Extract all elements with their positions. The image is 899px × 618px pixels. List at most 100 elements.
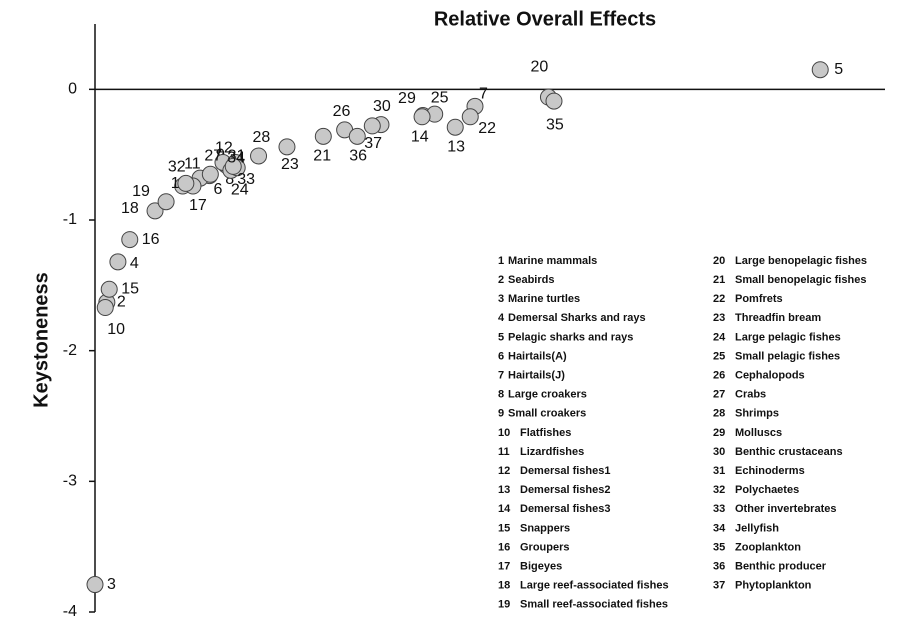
legend-name: Hairtails(A) <box>508 350 567 362</box>
legend-id: 6 <box>498 350 504 362</box>
point <box>348 127 366 145</box>
point <box>224 157 242 175</box>
point-label: 21 <box>313 148 331 165</box>
legend-id: 19 <box>498 599 510 611</box>
point-label: 8 <box>225 171 234 188</box>
legend-name: Small benopelagic fishes <box>735 274 866 286</box>
y-tick-label: -4 <box>63 603 77 618</box>
point-label: 3 <box>107 576 116 593</box>
legend-id: 33 <box>713 503 725 515</box>
point-label: 16 <box>142 231 160 248</box>
legend-id: 8 <box>498 389 504 401</box>
point-label: 28 <box>253 129 271 146</box>
point-label: 24 <box>231 182 249 199</box>
legend-name: Hairtails(J) <box>508 370 565 382</box>
legend-name: Bigeyes <box>520 561 562 573</box>
legend-id: 22 <box>713 293 725 305</box>
point-label: 34 <box>227 150 245 167</box>
legend-name: Small croakers <box>508 408 586 420</box>
point-label: 1 <box>171 175 180 192</box>
legend-name: Flatfishes <box>520 427 571 439</box>
point-label: 25 <box>431 89 449 106</box>
legend-name: Demersal fishes2 <box>520 484 611 496</box>
legend-name: Demersal fishes1 <box>520 465 611 477</box>
legend-name: Demersal Sharks and rays <box>508 312 646 324</box>
legend-id: 32 <box>713 484 725 496</box>
legend-id: 12 <box>498 465 510 477</box>
legend-name: Phytoplankton <box>735 580 812 592</box>
y-tick-label: 0 <box>68 81 77 98</box>
point-label: 7 <box>479 86 488 103</box>
legend-id: 15 <box>498 522 510 534</box>
legend-id: 28 <box>713 408 725 420</box>
legend-id: 17 <box>498 561 510 573</box>
legend-name: Large croakers <box>508 389 587 401</box>
legend-name: Pelagic sharks and rays <box>508 331 633 343</box>
point-label: 37 <box>364 135 382 152</box>
point <box>96 299 114 317</box>
point-label: 27 <box>204 147 222 164</box>
legend-name: Lizardfishes <box>520 446 584 458</box>
legend-name: Groupers <box>520 541 570 553</box>
point-label: 19 <box>132 183 150 200</box>
legend-id: 9 <box>498 408 504 420</box>
legend-name: Large benopelagic fishes <box>735 255 867 267</box>
point <box>461 108 479 126</box>
point-label: 30 <box>373 98 391 115</box>
legend-name: Zooplankton <box>735 541 801 553</box>
point-label: 2 <box>117 294 126 311</box>
point-label: 32 <box>168 159 186 176</box>
legend-name: Other invertebrates <box>735 503 836 515</box>
legend-id: 27 <box>713 389 725 401</box>
point <box>146 202 164 220</box>
legend-name: Small reef-associated fishes <box>520 599 668 611</box>
legend-id: 2 <box>498 274 504 286</box>
legend-name: Snappers <box>520 522 570 534</box>
legend-name: Demersal fishes3 <box>520 503 611 515</box>
point <box>109 253 127 271</box>
point <box>86 576 104 594</box>
point-label: 11 <box>184 155 201 172</box>
point-label: 23 <box>281 156 299 173</box>
legend-name: Shrimps <box>735 408 779 420</box>
legend-id: 1 <box>498 255 504 267</box>
legend-id: 23 <box>713 312 725 324</box>
point <box>446 118 464 136</box>
point-label: 4 <box>130 255 139 272</box>
legend-id: 21 <box>713 274 725 286</box>
point-label: 17 <box>189 197 207 214</box>
point <box>250 147 268 165</box>
legend-id: 11 <box>498 446 510 458</box>
legend-id: 10 <box>498 427 510 439</box>
point <box>201 165 219 183</box>
legend-id: 34 <box>713 522 726 534</box>
legend-name: Pomfrets <box>735 293 783 305</box>
legend-id: 35 <box>713 541 725 553</box>
legend-id: 3 <box>498 293 504 305</box>
legend-id: 16 <box>498 541 510 553</box>
legend-id: 24 <box>713 331 726 343</box>
legend-id: 36 <box>713 561 725 573</box>
legend-name: Polychaetes <box>735 484 799 496</box>
legend-id: 7 <box>498 370 504 382</box>
point-label: 36 <box>349 148 367 165</box>
y-tick-label: -3 <box>63 473 77 490</box>
legend-id: 4 <box>498 312 505 324</box>
point-label: 14 <box>411 129 429 146</box>
point <box>811 61 829 79</box>
point <box>157 193 175 211</box>
point-label: 12 <box>215 140 233 157</box>
point-label: 33 <box>237 171 255 188</box>
point-label: 20 <box>530 58 548 75</box>
point <box>278 138 296 156</box>
legend-id: 20 <box>713 255 725 267</box>
point-label: 22 <box>478 120 496 137</box>
legend-name: Molluscs <box>735 427 782 439</box>
point-label: 18 <box>121 200 139 217</box>
point-label: 15 <box>121 280 139 297</box>
point-label: 6 <box>214 181 223 198</box>
legend-id: 14 <box>498 503 511 515</box>
legend-name: Benthic crustaceans <box>735 446 843 458</box>
point-label: 10 <box>107 321 125 338</box>
